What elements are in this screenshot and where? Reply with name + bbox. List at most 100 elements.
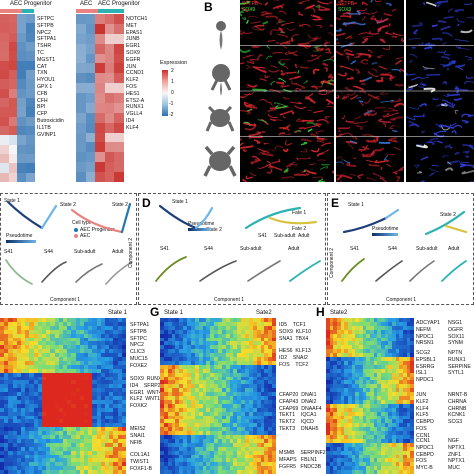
- tissue-stroke: [443, 102, 455, 109]
- heatmap-cell: [187, 466, 192, 471]
- heatmap-cell: [100, 333, 106, 338]
- heatmap-cell: [260, 399, 265, 405]
- heatmap-cell: [329, 325, 334, 331]
- heatmap-cell: [395, 357, 400, 362]
- heatmap-cell: [37, 345, 43, 350]
- heatmap-cell: [252, 333, 258, 338]
- heatmap-cell: [340, 431, 345, 436]
- heatmap-cell: [96, 466, 102, 471]
- heatmap-cell: [377, 466, 382, 471]
- heatmap-cell: [384, 392, 389, 397]
- heatmap-cell: [33, 462, 39, 467]
- heatmap-cell: [340, 415, 345, 420]
- heatmap-cell: [248, 357, 254, 362]
- heatmap-cell: [79, 442, 85, 448]
- heatmap-cell: [76, 33, 87, 45]
- heatmap-cell: [0, 396, 5, 401]
- heatmap-cell: [348, 403, 353, 409]
- heatmap-cell: [109, 360, 114, 366]
- heatmap-cell: [25, 403, 30, 409]
- tissue-stroke: [437, 50, 447, 53]
- heatmap-cell: [160, 360, 165, 366]
- heatmap-a-left-genes: SFTPC SFTPB NPC2 SFTPA1 TSHR TC MGST1 CAT TXN HYO…: [37, 16, 64, 138]
- heatmap-cell: [260, 392, 265, 397]
- heatmap-cell: [410, 360, 415, 366]
- heatmap-cell: [403, 427, 408, 432]
- heatmap-cell: [348, 372, 353, 377]
- heatmap-cell: [58, 438, 64, 444]
- heatmap-cell: [121, 388, 127, 393]
- heatmap-cell: [268, 415, 273, 420]
- heatmap-cell: [395, 388, 400, 393]
- heatmap-cell: [50, 470, 56, 474]
- heatmap-cell: [221, 333, 227, 338]
- heatmap-cell: [54, 392, 60, 397]
- heatmap-cell: [260, 349, 265, 354]
- heatmap-cell: [406, 403, 411, 409]
- heatmap-cell: [225, 384, 231, 389]
- heatmap-cell: [366, 357, 371, 362]
- heatmap-cell: [121, 333, 127, 338]
- tissue-stroke: [419, 103, 427, 108]
- heatmap-cell: [210, 427, 215, 432]
- heatmap-cell: [229, 364, 234, 370]
- heatmap-cell: [100, 349, 106, 354]
- heatmap-cell: [25, 14, 35, 24]
- heatmap-cell: [163, 349, 169, 354]
- heatmap-cell: [373, 388, 378, 393]
- heatmap-cell: [50, 353, 56, 358]
- heatmap-cell: [392, 399, 397, 405]
- tissue-stroke: [361, 82, 366, 86]
- heatmap-cell: [366, 427, 371, 432]
- heatmap-cell: [84, 388, 89, 393]
- heatmap-cell: [12, 384, 18, 389]
- heatmap-cell: [100, 341, 106, 346]
- d-legend-adult: Adult: [298, 233, 310, 239]
- heatmap-cell: [272, 329, 277, 335]
- heatmap-cell: [348, 376, 353, 381]
- heatmap-cell: [105, 454, 110, 459]
- heatmap-cell: [171, 403, 176, 409]
- heatmap-cell: [37, 388, 43, 393]
- heatmap-cell: [179, 325, 184, 331]
- heatmap-cell: [84, 466, 89, 471]
- heatmap-cell: [268, 431, 273, 436]
- heatmap-cell: [241, 392, 246, 397]
- h-gene-label: ZNF1: [448, 451, 461, 458]
- heatmap-cell: [326, 333, 331, 338]
- heatmap-cell: [237, 384, 242, 389]
- heatmap-cell: [179, 329, 184, 335]
- heatmap-cell: [42, 450, 47, 455]
- heatmap-cell: [88, 368, 93, 374]
- tissue-stroke: [342, 132, 355, 139]
- heatmap-cell: [237, 446, 242, 452]
- heatmap-cell: [8, 415, 14, 420]
- heatmap-cell: [384, 364, 389, 370]
- tissue-stroke: [325, 48, 331, 53]
- tissue-stroke: [432, 97, 439, 101]
- tissue-stroke: [368, 163, 380, 167]
- heatmap-cell: [113, 431, 119, 436]
- heatmap-cell: [79, 450, 85, 455]
- tissue-stroke: [281, 21, 295, 26]
- heatmap-cell: [121, 411, 127, 416]
- heatmap-cell: [8, 388, 14, 393]
- tissue-stroke: [278, 10, 287, 15]
- heatmap-cell: [233, 403, 238, 409]
- heatmap-cell: [33, 341, 39, 346]
- heatmap-cell: [96, 349, 102, 354]
- heatmap-cell: [202, 403, 207, 409]
- a-right-gene-label: KLF4: [126, 124, 139, 131]
- heatmap-cell: [233, 407, 238, 413]
- heatmap-cell: [214, 349, 219, 354]
- heatmap-cell: [0, 116, 9, 127]
- heatmap-cell: [179, 454, 184, 459]
- heatmap-cell: [406, 411, 411, 416]
- heatmap-cell: [272, 345, 277, 350]
- g-gene-label: MSMB SERPINF2: [279, 450, 326, 456]
- heatmap-cell: [96, 427, 102, 432]
- heatmap-cell: [76, 112, 87, 124]
- heatmap-cell: [46, 353, 51, 358]
- heatmap-cell: [100, 470, 106, 474]
- heatmap-cell: [370, 360, 375, 366]
